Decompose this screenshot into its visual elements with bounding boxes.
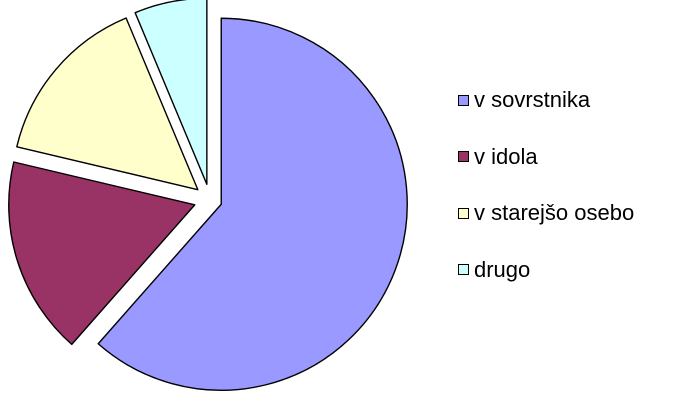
legend-item-v-idola: v idola bbox=[458, 143, 683, 171]
legend: v sovrstnika v idola v starejšo osebo dr… bbox=[458, 86, 683, 312]
pie-slice-drugo bbox=[134, 0, 208, 186]
legend-label: v sovrstnika bbox=[474, 87, 591, 112]
legend-label: v starejšo osebo bbox=[474, 200, 635, 225]
legend-swatch bbox=[458, 151, 469, 162]
pie-slice-v-idola bbox=[8, 161, 196, 346]
legend-label: v idola bbox=[474, 143, 538, 169]
legend-swatch bbox=[458, 264, 469, 275]
pie-slice-v-starejso-osebo bbox=[16, 17, 199, 191]
legend-swatch bbox=[458, 94, 469, 106]
pie-slice-v-sovrstnika bbox=[97, 17, 408, 391]
legend-swatch bbox=[458, 207, 469, 219]
legend-item-v-sovrstnika: v sovrstnika bbox=[458, 86, 683, 114]
legend-label: drugo bbox=[474, 256, 531, 282]
legend-item-v-starejso-osebo: v starejšo osebo bbox=[458, 199, 683, 227]
legend-item-drugo: drugo bbox=[458, 256, 683, 284]
